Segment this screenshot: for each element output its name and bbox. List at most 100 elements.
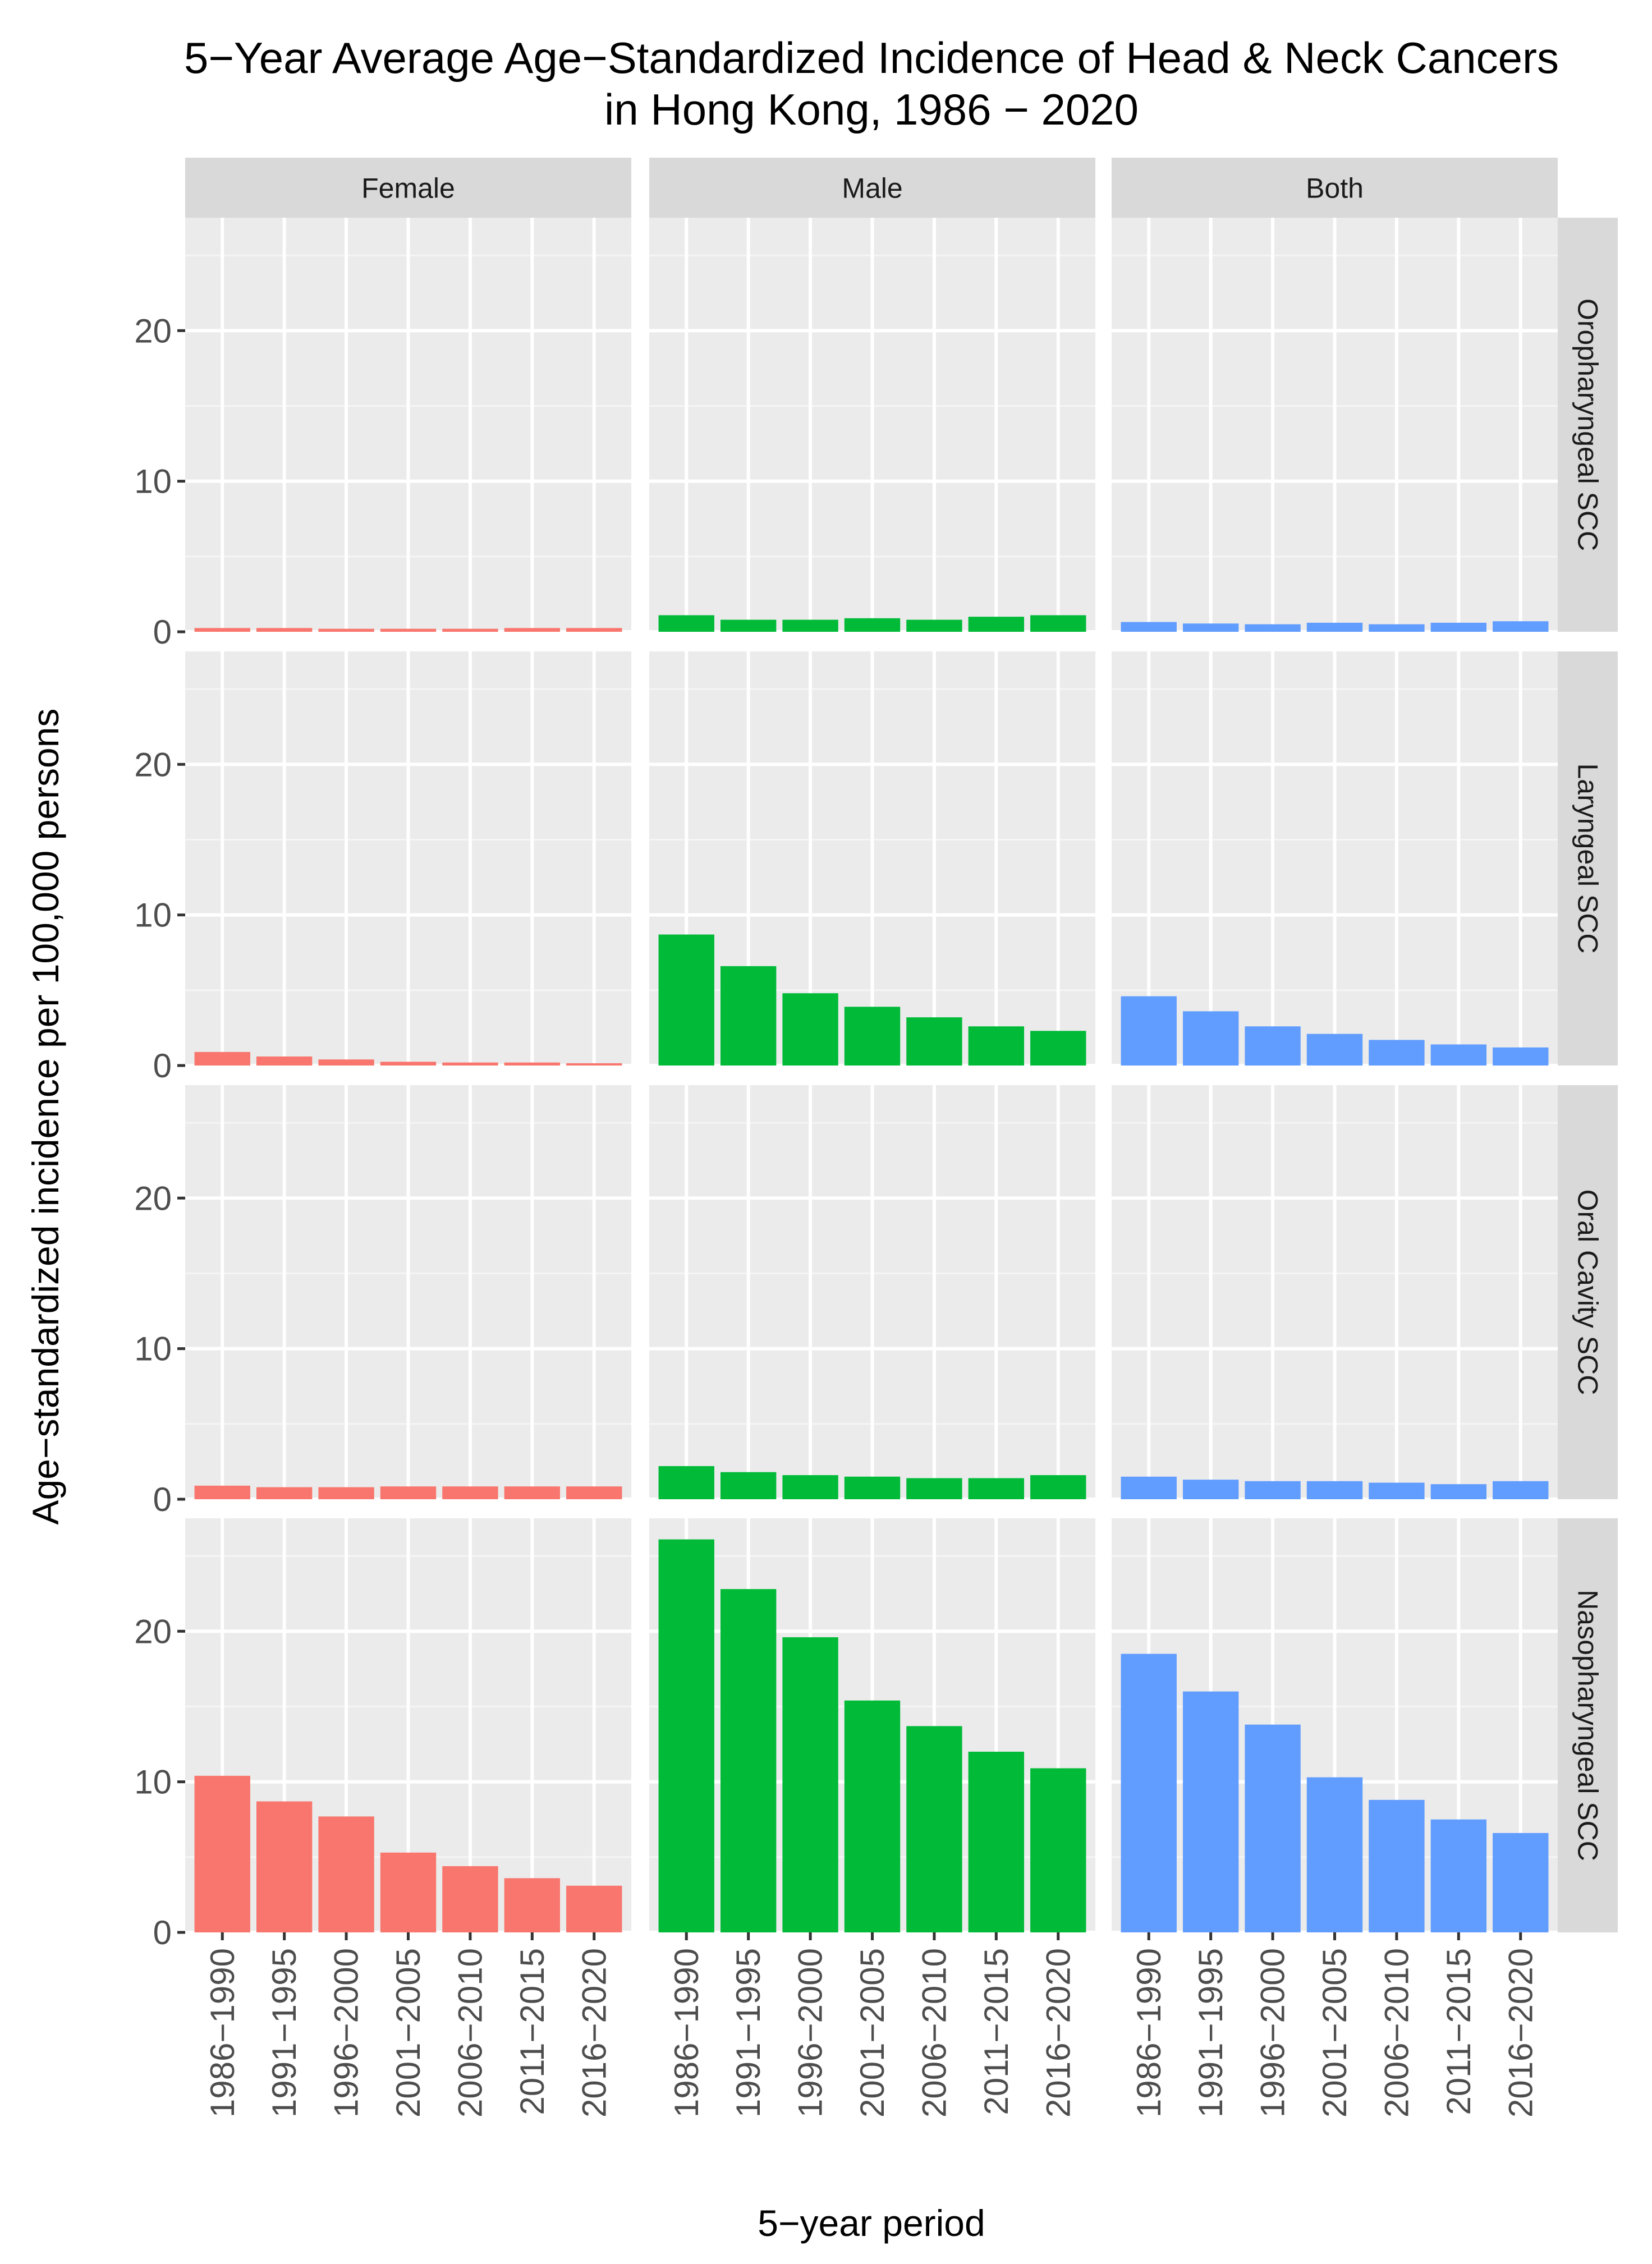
- x-tick-label-female-2016-2020: 2016−2020: [575, 1948, 613, 2118]
- panel-oropharyngeal-scc-female-bar-2006-2010: [442, 628, 498, 632]
- panel-laryngeal-scc-male-bar-2006-2010: [906, 1017, 962, 1066]
- panel-oropharyngeal-scc-male-bar-1991-1995: [720, 619, 777, 632]
- panel-oropharyngeal-scc-female-bar-1996-2000: [318, 628, 374, 632]
- facet-strip-label-female: Female: [361, 173, 455, 204]
- chart-title-line-2: in Hong Kong, 1986 − 2020: [604, 85, 1139, 134]
- x-axis-title: 5−year period: [758, 2202, 985, 2244]
- panel-nasopharyngeal-scc-female-bar-1991-1995: [256, 1801, 313, 1932]
- facet-strip-label-oropharyngeal-scc: Oropharyngeal SCC: [1572, 299, 1604, 551]
- x-tick-label-both-1991-1995: 1991−1995: [1192, 1948, 1229, 2118]
- x-tick-label-female-1996-2000: 1996−2000: [328, 1948, 365, 2118]
- panel-laryngeal-scc-male-bar-1996-2000: [782, 993, 838, 1066]
- panel-oral-cavity-scc-male-bar-1991-1995: [720, 1472, 777, 1499]
- panel-laryngeal-scc-female-bar-2011-2015: [504, 1062, 561, 1066]
- y-tick-label-nasopharyngeal-scc-20: 20: [134, 1613, 172, 1650]
- facet-strip-label-nasopharyngeal-scc: Nasopharyngeal SCC: [1572, 1590, 1604, 1861]
- panel-oral-cavity-scc-male-bar-2016-2020: [1030, 1475, 1086, 1499]
- panel-nasopharyngeal-scc-female-bar-1996-2000: [318, 1816, 374, 1932]
- facet-panels: Female Male Both Oropharyngeal SCC Laryngeal…: [134, 158, 1618, 2118]
- panel-oropharyngeal-scc-both-bar-2016-2020: [1493, 621, 1549, 632]
- y-tick-label-nasopharyngeal-scc-10: 10: [134, 1764, 172, 1801]
- panel-oropharyngeal-scc-both-bar-1986-1990: [1121, 622, 1177, 632]
- panel-oropharyngeal-scc-male-bar-1996-2000: [782, 619, 838, 632]
- x-tick-label-female-2011-2015: 2011−2015: [513, 1948, 551, 2115]
- panel-laryngeal-scc-female-bar-1986-1990: [194, 1051, 250, 1066]
- panel-oral-cavity-scc-female-bar-1996-2000: [318, 1487, 374, 1499]
- panel-nasopharyngeal-scc-female-bar-2006-2010: [442, 1866, 498, 1932]
- panel-nasopharyngeal-scc-male-bar-2011-2015: [968, 1751, 1025, 1932]
- x-tick-label-both-1986-1990: 1986−1990: [1130, 1948, 1168, 2118]
- panel-oral-cavity-scc-both-bar-1996-2000: [1245, 1481, 1301, 1499]
- y-tick-label-oral-cavity-scc-0: 0: [153, 1481, 172, 1518]
- panel-oral-cavity-scc-female-bar-1991-1995: [256, 1487, 313, 1499]
- panel-oral-cavity-scc-male-bar-2011-2015: [968, 1478, 1025, 1499]
- panel-oropharyngeal-scc-male-bar-2001-2005: [844, 618, 901, 632]
- panel-nasopharyngeal-scc-male-bar-2001-2005: [844, 1700, 901, 1932]
- panel-laryngeal-scc-female-bar-1996-2000: [318, 1059, 374, 1066]
- panel-oropharyngeal-scc-male-bar-2006-2010: [906, 619, 962, 632]
- panel-nasopharyngeal-scc-male-bar-1991-1995: [720, 1589, 777, 1932]
- facet-strip-nasopharyngeal-scc: [1558, 1518, 1618, 1932]
- panel-laryngeal-scc-both-bar-2001-2005: [1306, 1034, 1363, 1066]
- panel-nasopharyngeal-scc-female-bar-2001-2005: [380, 1852, 437, 1932]
- panel-laryngeal-scc-male-bar-1986-1990: [658, 934, 714, 1066]
- y-tick-label-oral-cavity-scc-10: 10: [134, 1330, 172, 1368]
- panel-oropharyngeal-scc-both-bar-1996-2000: [1245, 624, 1301, 632]
- x-tick-label-both-2006-2010: 2006−2010: [1378, 1948, 1415, 2118]
- panel-nasopharyngeal-scc-male-bar-2016-2020: [1030, 1768, 1086, 1932]
- y-tick-label-oropharyngeal-scc-10: 10: [134, 463, 172, 500]
- panel-laryngeal-scc-both-bar-2011-2015: [1430, 1044, 1487, 1066]
- panel-nasopharyngeal-scc-both-bar-2006-2010: [1369, 1799, 1425, 1932]
- panel-oral-cavity-scc-female-bar-2001-2005: [380, 1486, 437, 1499]
- y-axis-title: Age−standardized incidence per 100,000 p…: [25, 709, 66, 1525]
- panel-oral-cavity-scc-both-bar-2006-2010: [1369, 1482, 1425, 1499]
- panel-oral-cavity-scc-male-bar-1996-2000: [782, 1475, 838, 1499]
- facet-strip-label-oral-cavity-scc: Oral Cavity SCC: [1572, 1190, 1604, 1395]
- panel-nasopharyngeal-scc-male-bar-1996-2000: [782, 1637, 838, 1932]
- x-tick-label-male-2006-2010: 2006−2010: [915, 1948, 953, 2118]
- panel-laryngeal-scc-both-bar-2016-2020: [1493, 1047, 1549, 1066]
- facet-strip-oral-cavity-scc: [1558, 1085, 1618, 1499]
- panel-laryngeal-scc-both-bar-1986-1990: [1121, 996, 1177, 1066]
- panel-oropharyngeal-scc-female-bar-1991-1995: [256, 628, 313, 632]
- x-tick-label-female-1991-1995: 1991−1995: [265, 1948, 303, 2118]
- panel-oropharyngeal-scc-both-bar-2006-2010: [1369, 624, 1425, 632]
- panel-nasopharyngeal-scc-male-bar-2006-2010: [906, 1726, 962, 1932]
- panel-laryngeal-scc-female-bar-2001-2005: [380, 1062, 437, 1066]
- panel-nasopharyngeal-scc-both-bar-1996-2000: [1245, 1724, 1301, 1932]
- y-tick-label-laryngeal-scc-20: 20: [134, 746, 172, 783]
- facet-strip-laryngeal-scc: [1558, 651, 1618, 1066]
- panel-nasopharyngeal-scc-both-bar-1986-1990: [1121, 1654, 1177, 1932]
- panel-nasopharyngeal-scc-both-bar-2001-2005: [1306, 1777, 1363, 1932]
- facet-strip-male: [649, 158, 1095, 218]
- panel-oropharyngeal-scc-both-bar-1991-1995: [1182, 623, 1239, 632]
- panel-nasopharyngeal-scc-male-bar-1986-1990: [658, 1539, 714, 1932]
- y-tick-label-nasopharyngeal-scc-0: 0: [153, 1914, 172, 1951]
- y-tick-label-oropharyngeal-scc-20: 20: [134, 312, 172, 350]
- panel-oropharyngeal-scc-female-bar-2011-2015: [504, 628, 561, 632]
- panel-oropharyngeal-scc-male-bar-1986-1990: [658, 615, 714, 632]
- panel-laryngeal-scc-female-bar-2006-2010: [442, 1062, 498, 1066]
- panel-oropharyngeal-scc-both-bar-2011-2015: [1430, 622, 1487, 632]
- panel-oral-cavity-scc-both-bar-2011-2015: [1430, 1484, 1487, 1499]
- panel-oral-cavity-scc-both-bar-1986-1990: [1121, 1476, 1177, 1499]
- x-tick-label-male-2011-2015: 2011−2015: [978, 1948, 1015, 2115]
- panel-nasopharyngeal-scc-both-bar-2016-2020: [1493, 1833, 1549, 1932]
- panel-oral-cavity-scc-female-bar-2011-2015: [504, 1486, 561, 1499]
- panel-nasopharyngeal-scc-both-bar-2011-2015: [1430, 1819, 1487, 1932]
- panel-oral-cavity-scc-male-bar-1986-1990: [658, 1466, 714, 1499]
- panel-oropharyngeal-scc-female-bar-2016-2020: [566, 628, 622, 632]
- panel-nasopharyngeal-scc-female-bar-2011-2015: [504, 1878, 561, 1932]
- panel-nasopharyngeal-scc-both-bar-1991-1995: [1182, 1691, 1239, 1932]
- panel-oral-cavity-scc-female-bar-2016-2020: [566, 1486, 622, 1499]
- panel-oral-cavity-scc-both-bar-1991-1995: [1182, 1480, 1239, 1499]
- panel-laryngeal-scc-female-bar-2016-2020: [566, 1063, 622, 1066]
- panel-oropharyngeal-scc-both-bar-2001-2005: [1306, 622, 1363, 632]
- x-tick-label-female-1986-1990: 1986−1990: [204, 1948, 241, 2118]
- y-tick-label-oropharyngeal-scc-0: 0: [153, 613, 172, 651]
- facet-strip-label-laryngeal-scc: Laryngeal SCC: [1572, 763, 1604, 953]
- panel-laryngeal-scc-female-bar-1991-1995: [256, 1056, 313, 1066]
- panel-nasopharyngeal-scc-female-bar-1986-1990: [194, 1775, 250, 1932]
- panel-laryngeal-scc-male-bar-1991-1995: [720, 966, 777, 1066]
